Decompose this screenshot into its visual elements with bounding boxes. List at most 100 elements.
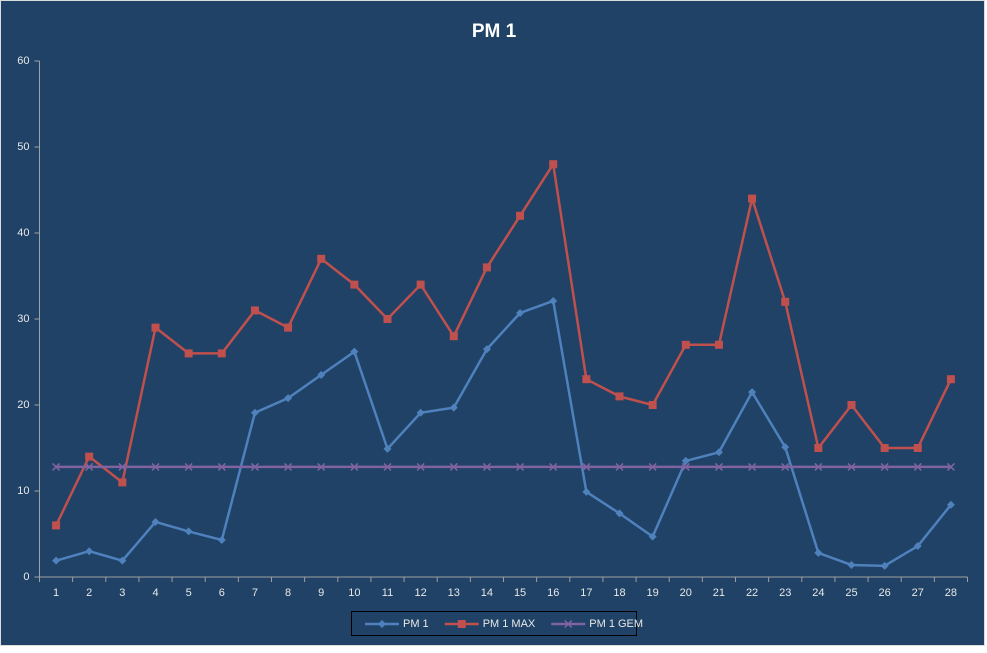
marker bbox=[85, 452, 94, 461]
marker bbox=[250, 408, 259, 417]
marker bbox=[317, 370, 326, 379]
x-tick-label: 13 bbox=[448, 587, 460, 599]
y-tick-label: 30 bbox=[17, 313, 29, 325]
marker bbox=[946, 500, 955, 509]
marker bbox=[564, 619, 573, 629]
marker bbox=[814, 548, 823, 557]
y-tick-label: 10 bbox=[17, 485, 29, 497]
marker bbox=[52, 556, 61, 565]
marker bbox=[217, 462, 226, 471]
marker bbox=[482, 345, 491, 354]
marker bbox=[118, 556, 127, 565]
marker bbox=[681, 456, 690, 465]
marker bbox=[350, 280, 359, 289]
marker bbox=[250, 462, 259, 471]
marker bbox=[648, 401, 657, 409]
marker bbox=[648, 532, 657, 541]
x-tick-label: 23 bbox=[779, 587, 791, 599]
marker bbox=[582, 487, 591, 496]
x-tick-label: 27 bbox=[912, 587, 924, 599]
marker bbox=[184, 527, 193, 536]
chart-title: PM 1 bbox=[472, 21, 517, 42]
x-tick-label: 7 bbox=[252, 587, 258, 599]
marker bbox=[52, 462, 61, 471]
marker bbox=[913, 444, 922, 452]
series-line bbox=[54, 160, 953, 526]
marker bbox=[151, 462, 160, 471]
marker bbox=[284, 394, 293, 403]
marker bbox=[748, 388, 757, 397]
marker bbox=[250, 306, 259, 315]
marker bbox=[350, 462, 359, 471]
marker bbox=[781, 462, 790, 471]
marker bbox=[516, 308, 525, 317]
marker bbox=[814, 444, 823, 452]
legend-label: PM 1 MAX bbox=[483, 618, 536, 630]
x-tick-label: 8 bbox=[285, 587, 291, 599]
x-tick-label: 24 bbox=[812, 587, 824, 599]
marker bbox=[284, 323, 293, 332]
marker bbox=[482, 462, 491, 471]
marker bbox=[85, 547, 94, 556]
x-tick-label: 2 bbox=[86, 587, 92, 599]
marker bbox=[449, 462, 458, 471]
x-tick-label: 20 bbox=[680, 587, 692, 599]
marker bbox=[383, 315, 392, 323]
marker bbox=[748, 462, 757, 471]
x-tick-label: 25 bbox=[845, 587, 857, 599]
marker bbox=[416, 408, 425, 417]
series-line bbox=[55, 299, 952, 568]
marker bbox=[416, 462, 425, 471]
marker bbox=[714, 448, 723, 457]
marker bbox=[880, 462, 889, 471]
marker bbox=[781, 443, 790, 452]
marker bbox=[814, 462, 823, 471]
y-tick-label: 0 bbox=[23, 571, 29, 583]
marker bbox=[516, 211, 525, 220]
marker bbox=[317, 254, 326, 263]
x-tick-label: 5 bbox=[186, 587, 192, 599]
marker bbox=[118, 478, 127, 487]
marker bbox=[714, 462, 723, 471]
marker bbox=[378, 620, 386, 628]
x-tick-label: 1 bbox=[53, 587, 59, 599]
x-tick-label: 12 bbox=[415, 587, 427, 599]
marker bbox=[714, 340, 723, 349]
marker bbox=[284, 462, 293, 471]
x-tick-label: 3 bbox=[119, 587, 125, 599]
marker bbox=[549, 296, 558, 305]
marker bbox=[880, 561, 889, 570]
x-tick-label: 26 bbox=[879, 587, 891, 599]
x-tick-label: 28 bbox=[945, 587, 957, 599]
x-tick-label: 16 bbox=[547, 587, 559, 599]
marker bbox=[350, 347, 359, 356]
marker bbox=[184, 462, 193, 471]
marker bbox=[615, 509, 624, 518]
marker bbox=[880, 444, 889, 452]
marker bbox=[946, 462, 955, 471]
marker bbox=[449, 403, 458, 412]
x-tick-label: 10 bbox=[348, 587, 360, 599]
marker bbox=[317, 462, 326, 471]
marker bbox=[582, 375, 591, 384]
marker bbox=[681, 462, 690, 471]
x-tick-label: 11 bbox=[382, 587, 393, 599]
marker bbox=[615, 462, 624, 471]
legend-box bbox=[351, 611, 637, 636]
marker bbox=[52, 521, 61, 530]
marker bbox=[913, 462, 922, 471]
marker bbox=[217, 349, 226, 358]
x-tick-label: 18 bbox=[613, 587, 625, 599]
y-tick-label: 60 bbox=[17, 55, 29, 67]
marker bbox=[516, 462, 525, 471]
x-tick-label: 9 bbox=[318, 587, 324, 599]
y-tick-label: 20 bbox=[17, 399, 29, 411]
marker bbox=[681, 340, 690, 349]
marker bbox=[615, 392, 624, 401]
x-tick-label: 15 bbox=[514, 587, 526, 599]
y-tick-label: 40 bbox=[17, 227, 29, 239]
x-tick-label: 19 bbox=[647, 587, 659, 599]
legend-label: PM 1 GEM bbox=[589, 618, 643, 630]
